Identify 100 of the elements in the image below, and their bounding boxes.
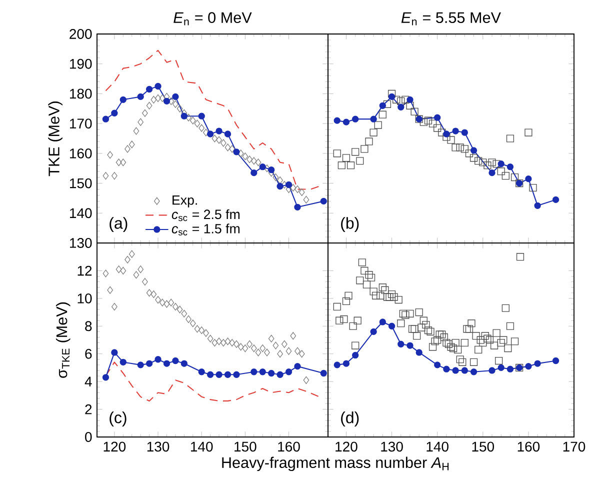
point [281,340,288,348]
point [272,342,279,350]
point [286,347,292,355]
point [128,250,135,258]
point [172,93,179,100]
legend-label: Exp. [172,195,197,208]
x-axis-title: Heavy-fragment mass number A$_{H}$ [222,456,449,472]
point [159,298,166,306]
point [352,352,359,359]
point [498,364,504,372]
annotation: (d) [341,412,359,426]
point [154,356,162,363]
x-tick-label: 150 [234,442,256,452]
point [172,357,179,364]
point [159,94,166,102]
point [259,368,266,376]
point [268,370,275,377]
point [224,371,232,378]
y-tick-label: 140 [70,208,92,218]
point [298,188,305,196]
point [255,348,262,356]
point [497,168,505,176]
point [238,150,244,158]
point [465,150,474,158]
point [180,112,188,120]
point [406,102,414,110]
point [342,154,350,162]
point [120,266,126,275]
point [398,340,404,348]
point [290,332,296,340]
point [276,371,284,378]
point [294,347,300,355]
point [146,102,152,110]
point [502,172,510,180]
point [488,169,496,176]
point [102,270,109,278]
point [452,367,459,374]
point [180,360,188,367]
point [194,325,200,333]
x-tick-label: 140 [426,442,448,452]
point [294,362,301,370]
point [370,328,377,336]
point [260,344,266,352]
point [285,368,292,376]
point [298,350,305,358]
point [365,138,373,146]
point [107,286,114,294]
point [133,127,140,135]
point [234,340,240,348]
point [102,116,110,122]
point [264,348,270,356]
point [388,322,396,330]
point [379,102,386,109]
point [203,329,209,337]
point [506,366,514,372]
point [461,367,468,374]
x-tick-label: 170 [563,442,586,452]
point [402,96,410,104]
point [250,368,258,376]
point [379,318,386,326]
point [259,164,266,170]
point [206,371,214,378]
point [524,128,532,136]
legend-label: c$_{sc}$ = 2.5 fm [172,209,240,222]
point [479,158,487,166]
point [360,145,368,153]
point [186,315,192,323]
point [525,175,532,182]
point [212,134,218,142]
point [229,145,236,153]
point [207,334,214,342]
point [133,271,140,279]
point [484,162,492,170]
point [342,118,350,126]
point [212,338,218,347]
point [111,349,118,356]
point [233,148,240,156]
point [406,342,414,349]
point [142,109,148,117]
point [176,306,183,314]
point [378,110,386,118]
point [168,298,174,306]
point [116,158,122,166]
x-tick-label: 120 [104,442,126,452]
point [216,128,222,134]
point [333,150,341,158]
point [370,128,378,136]
x-tick-label: 140 [190,442,213,452]
y-tick-label: 200 [70,29,92,39]
point [137,93,144,100]
point [112,302,118,311]
point [198,112,205,120]
point [224,130,232,138]
point [142,278,148,286]
point [176,104,183,112]
point [172,302,178,311]
point [342,360,350,367]
point [172,100,178,108]
x-tick-label: 120 [336,442,358,452]
point [452,128,459,134]
